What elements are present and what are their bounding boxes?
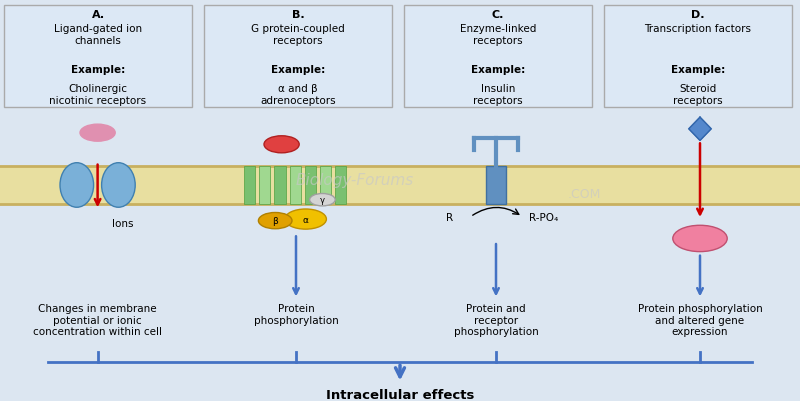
Bar [0, 166, 800, 205]
Text: Intracellular effects: Intracellular effects [326, 389, 474, 401]
Ellipse shape [673, 226, 727, 252]
Text: C.: C. [492, 10, 504, 20]
Text: Ligand-gated ion
channels: Ligand-gated ion channels [54, 24, 142, 46]
Text: Example:: Example: [271, 65, 325, 75]
Text: Protein
phosphorylation: Protein phosphorylation [254, 304, 338, 325]
Polygon shape [689, 118, 711, 141]
FancyBboxPatch shape [404, 6, 592, 108]
Text: R: R [446, 212, 453, 222]
Text: A.: A. [91, 10, 105, 20]
Text: Example:: Example: [471, 65, 525, 75]
Circle shape [258, 213, 292, 229]
Text: R-PO₄: R-PO₄ [530, 212, 558, 222]
FancyBboxPatch shape [4, 6, 192, 108]
Text: α and β
adrenoceptors: α and β adrenoceptors [260, 84, 336, 105]
FancyBboxPatch shape [204, 6, 392, 108]
Ellipse shape [60, 163, 94, 208]
Text: G protein-coupled
receptors: G protein-coupled receptors [251, 24, 345, 46]
Text: Protein and
receptor
phosphorylation: Protein and receptor phosphorylation [454, 304, 538, 336]
Bar [305, 167, 316, 204]
Text: Cholinergic
nicotinic receptors: Cholinergic nicotinic receptors [50, 84, 146, 105]
Bar [335, 167, 346, 204]
Text: α: α [302, 215, 309, 224]
Bar [259, 167, 270, 204]
Bar [486, 166, 506, 205]
Text: Insulin
receptors: Insulin receptors [473, 84, 523, 105]
Text: Example:: Example: [71, 65, 125, 75]
Ellipse shape [102, 163, 135, 208]
Text: γ: γ [320, 196, 325, 205]
Text: β: β [272, 217, 278, 225]
Bar [320, 167, 331, 204]
Text: Changes in membrane
potential or ionic
concentration within cell: Changes in membrane potential or ionic c… [33, 304, 162, 336]
Text: B.: B. [292, 10, 304, 20]
Bar [244, 167, 255, 204]
Text: Ions: Ions [112, 219, 134, 228]
FancyBboxPatch shape [604, 6, 792, 108]
Text: Steroid
receptors: Steroid receptors [673, 84, 723, 105]
Text: Transcription factors: Transcription factors [645, 24, 751, 34]
Circle shape [264, 136, 299, 154]
Bar [290, 167, 301, 204]
Text: .COM: .COM [568, 188, 602, 200]
Text: D.: D. [691, 10, 705, 20]
Circle shape [285, 209, 326, 230]
Text: Example:: Example: [671, 65, 725, 75]
Circle shape [80, 125, 115, 142]
Circle shape [310, 194, 335, 207]
Text: Biology-Forums: Biology-Forums [296, 172, 414, 187]
Bar [274, 167, 286, 204]
Text: Protein phosphorylation
and altered gene
expression: Protein phosphorylation and altered gene… [638, 304, 762, 336]
Text: Enzyme-linked
receptors: Enzyme-linked receptors [460, 24, 536, 46]
